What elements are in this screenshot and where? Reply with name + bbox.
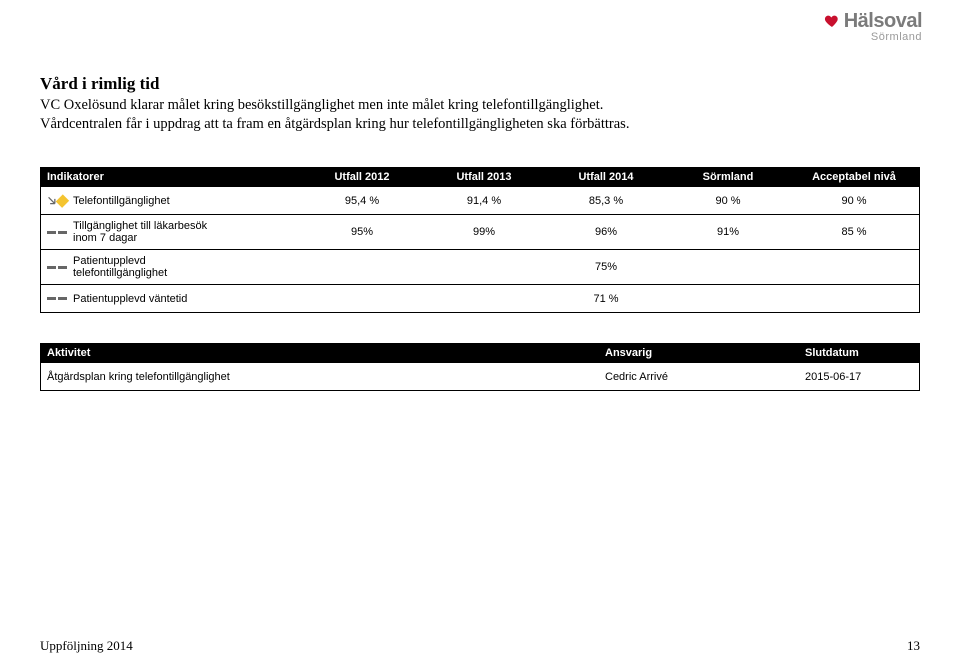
th-utfall-2013: Utfall 2013 bbox=[423, 168, 545, 186]
cell: 75% bbox=[545, 256, 667, 278]
table-row: Telefontillgänglighet 95,4 % 91,4 % 85,3… bbox=[41, 186, 919, 214]
table-row: Patientupplevd väntetid 71 % bbox=[41, 284, 919, 312]
th-sormland: Sörmland bbox=[667, 168, 789, 186]
indicator-label: Telefontillgänglighet bbox=[73, 195, 170, 207]
section-body: VC Oxelösund klarar målet kring besöksti… bbox=[40, 96, 680, 133]
indicators-table: Indikatorer Utfall 2012 Utfall 2013 Utfa… bbox=[40, 167, 920, 313]
diamond-icon bbox=[56, 194, 69, 207]
cell: 85,3 % bbox=[545, 190, 667, 212]
indicator-sublabel: telefontillgänglighet bbox=[73, 267, 167, 279]
cell: 71 % bbox=[545, 288, 667, 310]
dash-icon bbox=[47, 260, 67, 274]
cell bbox=[301, 294, 423, 304]
cell: 90 % bbox=[789, 190, 919, 212]
section-title: Vård i rimlig tid bbox=[40, 74, 920, 94]
logo-text-main: Hälsoval bbox=[844, 10, 922, 33]
activities-table: Aktivitet Ansvarig Slutdatum Åtgärdsplan… bbox=[40, 343, 920, 391]
indicator-sublabel: inom 7 dagar bbox=[73, 232, 207, 244]
cell bbox=[667, 294, 789, 304]
page-footer: Uppföljning 2014 13 bbox=[40, 638, 920, 654]
cell bbox=[789, 294, 919, 304]
th-utfall-2014: Utfall 2014 bbox=[545, 168, 667, 186]
dash-icon bbox=[47, 225, 67, 239]
cell: 95,4 % bbox=[301, 190, 423, 212]
cell-activity: Åtgärdsplan kring telefontillgänglighet bbox=[41, 366, 599, 388]
cell bbox=[789, 262, 919, 272]
cell: 95% bbox=[301, 221, 423, 243]
indicator-label: Patientupplevd bbox=[73, 255, 146, 267]
indicator-label: Tillgänglighet till läkarbesök bbox=[73, 220, 207, 232]
cell: 85 % bbox=[789, 221, 919, 243]
cell-due: 2015-06-17 bbox=[799, 366, 919, 388]
cell: 99% bbox=[423, 221, 545, 243]
cell: 90 % bbox=[667, 190, 789, 212]
table-row: Tillgänglighet till läkarbesök inom 7 da… bbox=[41, 214, 919, 249]
heart-icon bbox=[824, 13, 840, 29]
cell-responsible: Cedric Arrivé bbox=[599, 366, 799, 388]
indicators-table-header: Indikatorer Utfall 2012 Utfall 2013 Utfa… bbox=[41, 168, 919, 186]
trend-arrow-icon bbox=[47, 194, 67, 208]
th-utfall-2012: Utfall 2012 bbox=[301, 168, 423, 186]
cell bbox=[423, 294, 545, 304]
cell: 91,4 % bbox=[423, 190, 545, 212]
table-row: Patientupplevd telefontillgänglighet 75% bbox=[41, 249, 919, 284]
th-acceptabel: Acceptabel nivå bbox=[789, 168, 919, 186]
cell bbox=[667, 262, 789, 272]
footer-left: Uppföljning 2014 bbox=[40, 638, 133, 654]
cell: 96% bbox=[545, 221, 667, 243]
cell bbox=[423, 262, 545, 272]
brand-logo: Hälsoval Sörmland bbox=[824, 10, 922, 43]
cell: 91% bbox=[667, 221, 789, 243]
activities-table-header: Aktivitet Ansvarig Slutdatum bbox=[41, 344, 919, 362]
logo-text-sub: Sörmland bbox=[824, 31, 922, 43]
th-aktivitet: Aktivitet bbox=[41, 344, 599, 362]
table-row: Åtgärdsplan kring telefontillgänglighet … bbox=[41, 362, 919, 390]
th-ansvarig: Ansvarig bbox=[599, 344, 799, 362]
dash-icon bbox=[47, 292, 67, 306]
th-indikatorer: Indikatorer bbox=[41, 168, 301, 186]
footer-right: 13 bbox=[907, 638, 920, 654]
th-slutdatum: Slutdatum bbox=[799, 344, 919, 362]
indicator-label: Patientupplevd väntetid bbox=[73, 293, 187, 305]
cell bbox=[301, 262, 423, 272]
